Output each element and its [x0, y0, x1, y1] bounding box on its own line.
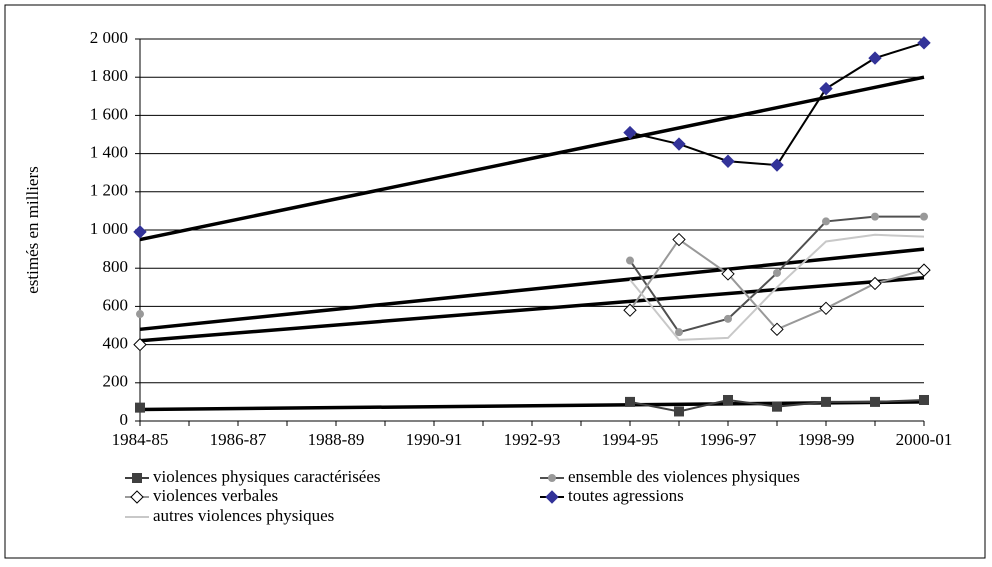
x-tick-label: 2000-01 [896, 430, 953, 449]
marker [548, 474, 556, 482]
trend-line [139, 400, 925, 412]
x-tick-label: 1988-89 [308, 430, 365, 449]
marker [135, 402, 145, 413]
marker [130, 490, 144, 504]
x-tick-label: 1994-95 [602, 430, 659, 449]
frame [4, 4, 986, 559]
x-tick-label: 1998-99 [798, 430, 855, 449]
y-tick-label: 400 [103, 334, 129, 353]
marker [723, 394, 733, 405]
y-tick-label: 800 [103, 257, 129, 276]
trend-line [139, 247, 925, 332]
marker [672, 137, 686, 151]
series-line [629, 233, 925, 341]
x-tick-label: 1984-85 [112, 430, 169, 449]
x-tick-label: 1990-91 [406, 430, 463, 449]
y-tick-label: 600 [103, 295, 129, 314]
trend-line [139, 276, 925, 343]
y-tick-label: 1 800 [90, 66, 128, 85]
marker [870, 396, 880, 407]
legend-label: violences verbales [153, 486, 278, 505]
marker [136, 310, 144, 319]
legend-label: toutes agressions [568, 486, 684, 505]
legend-label: ensemble des violences physiques [568, 467, 800, 486]
y-tick-label: 1 000 [90, 219, 128, 238]
marker [770, 158, 784, 172]
marker [724, 314, 732, 323]
marker [868, 276, 882, 291]
marker [772, 401, 782, 412]
marker [917, 36, 931, 50]
marker [822, 217, 830, 226]
marker [770, 322, 784, 337]
marker [773, 268, 781, 277]
series-line [629, 41, 925, 167]
marker [625, 396, 635, 407]
legend-label: violences physiques caractérisées [153, 467, 381, 486]
marker [623, 125, 637, 140]
marker [672, 232, 686, 247]
marker [133, 337, 147, 352]
marker [917, 263, 931, 277]
y-tick-label: 0 [120, 410, 129, 429]
marker [819, 301, 833, 316]
y-tick-label: 1 200 [90, 181, 128, 200]
trend-line [139, 75, 925, 242]
marker [868, 51, 882, 65]
marker [919, 394, 929, 405]
marker [674, 406, 684, 417]
marker [871, 212, 879, 221]
marker [133, 225, 147, 239]
marker [721, 154, 735, 168]
marker [721, 267, 735, 281]
marker [821, 396, 831, 407]
y-tick-label: 2 000 [90, 28, 128, 47]
y-tick-label: 1 400 [90, 143, 128, 162]
marker [132, 473, 142, 483]
marker [623, 303, 637, 317]
y-tick-label: 1 600 [90, 104, 128, 123]
y-axis-title: estimés en milliers [23, 166, 42, 293]
marker [920, 212, 928, 221]
x-tick-label: 1996-97 [700, 430, 757, 449]
x-tick-label: 1992-93 [504, 430, 561, 449]
legend-label: autres violences physiques [153, 506, 334, 525]
x-tick-label: 1986-87 [210, 430, 267, 449]
marker [819, 81, 833, 96]
marker [545, 490, 559, 504]
marker [675, 328, 683, 337]
marker [626, 256, 634, 265]
y-tick-label: 200 [103, 372, 129, 391]
